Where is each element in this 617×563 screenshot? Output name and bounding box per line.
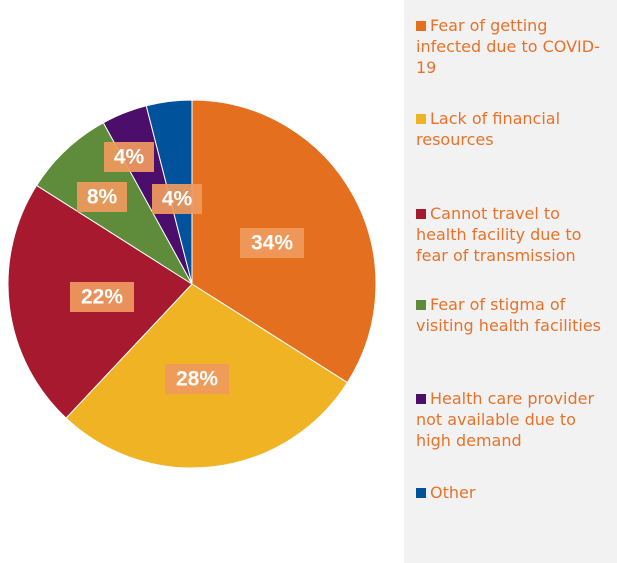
legend-swatch bbox=[416, 209, 426, 219]
data-label: 4% bbox=[114, 146, 145, 169]
label-box bbox=[77, 182, 127, 212]
legend-label: Fear of stigma of visiting health facili… bbox=[416, 295, 601, 335]
label-box bbox=[104, 142, 154, 172]
legend-swatch bbox=[416, 488, 426, 498]
label-box bbox=[165, 364, 229, 394]
data-label: 28% bbox=[176, 368, 218, 391]
legend-label: Fear of getting infected due to COVID-19 bbox=[416, 16, 600, 77]
legend-swatch bbox=[416, 114, 426, 124]
legend-label: Health care provider not available due t… bbox=[416, 389, 595, 450]
legend-item: Other bbox=[416, 482, 614, 503]
legend-label: Lack of financial resources bbox=[416, 109, 561, 149]
legend-item: Lack of financial resources bbox=[416, 108, 614, 150]
data-label: 4% bbox=[162, 188, 193, 211]
legend-swatch bbox=[416, 300, 426, 310]
pie-area: 34% 28% 22% 8% 4% 4% bbox=[7, 99, 377, 469]
legend: Fear of getting infected due to COVID-19… bbox=[404, 0, 617, 563]
label-box bbox=[240, 228, 304, 258]
legend-item: Fear of getting infected due to COVID-19 bbox=[416, 15, 614, 78]
legend-item: Cannot travel to health facility due to … bbox=[416, 203, 614, 266]
data-label: 22% bbox=[81, 286, 123, 309]
legend-swatch bbox=[416, 394, 426, 404]
data-label: 8% bbox=[87, 186, 118, 209]
legend-label: Cannot travel to health facility due to … bbox=[416, 204, 582, 265]
label-box bbox=[152, 184, 202, 214]
data-label: 34% bbox=[251, 232, 293, 255]
legend-label: Other bbox=[430, 483, 476, 502]
legend-swatch bbox=[416, 21, 426, 31]
legend-item: Fear of stigma of visiting health facili… bbox=[416, 294, 614, 336]
label-box bbox=[70, 282, 134, 312]
legend-item: Health care provider not available due t… bbox=[416, 388, 614, 451]
